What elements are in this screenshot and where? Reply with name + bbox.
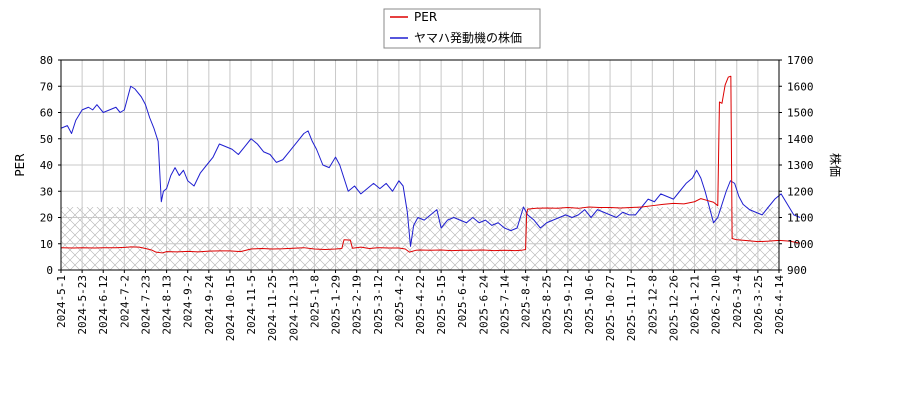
y-right-tick-label: 1100 <box>787 212 814 225</box>
x-tick-label: 2025-6-4 <box>456 275 469 328</box>
y-right-tick-label: 1500 <box>787 107 814 120</box>
x-tick-label: 2025-12-26 <box>667 275 680 341</box>
x-tick-label: 2026-2-10 <box>710 275 723 335</box>
y-left-tick-label: 50 <box>40 133 53 146</box>
x-tick-label: 2025-12-8 <box>646 275 659 335</box>
x-tick-label: 2025-11-17 <box>625 275 638 341</box>
x-tick-label: 2025-9-12 <box>562 275 575 335</box>
y-left-tick-label: 10 <box>40 238 53 251</box>
x-tick-label: 2025-7-14 <box>498 275 511 335</box>
x-tick-label: 2026-3-25 <box>752 275 765 335</box>
x-tick-label: 2024-10-15 <box>224 275 237 341</box>
x-tick-label: 2025-6-24 <box>477 275 490 335</box>
y-left-tick-label: 20 <box>40 212 53 225</box>
x-tick-label: 2025-1-29 <box>330 275 343 335</box>
price-series-line <box>60 85 801 247</box>
y-left-tick-label: 70 <box>40 80 53 93</box>
y-left-tick-label: 40 <box>40 159 53 172</box>
x-tick-label: 2025-8-4 <box>520 275 533 328</box>
x-tick-label: 2024-8-13 <box>161 275 174 335</box>
x-tick-label: 2025-5-15 <box>435 275 448 335</box>
legend-box <box>383 8 541 49</box>
x-tick-label: 2024-11-25 <box>266 275 279 341</box>
x-tick-layer: 2024-5-1 2024-5-23 2024-6-12 2024-7-2 2024-7… <box>55 270 786 341</box>
x-tick-label: 2024-7-2 <box>118 275 131 328</box>
y-left-axis-title: PER <box>13 153 27 176</box>
y-right-tick-label: 900 <box>787 264 807 277</box>
x-tick-label: 2025-3-12 <box>372 275 385 335</box>
y-right-axis-title: 株価 <box>828 153 843 177</box>
legend-label-price: ヤマハ発動機の株価 <box>414 30 522 45</box>
legend: PER ヤマハ発動機の株価 <box>383 8 541 49</box>
x-tick-label: 2025-4-22 <box>414 275 427 335</box>
x-tick-label: 2025-10-6 <box>583 275 596 335</box>
x-tick-label: 2024-12-13 <box>287 275 300 341</box>
x-tick-label: 2026-1-21 <box>689 275 702 335</box>
x-tick-label: 2024-5-23 <box>76 275 89 335</box>
x-tick-label: 2024-9-24 <box>203 275 216 335</box>
y-right-tick-label: 1300 <box>787 159 814 172</box>
x-tick-label: 2025-2-19 <box>351 275 364 335</box>
y-left-tick-layer: 0 10 20 30 40 50 60 70 80 <box>40 54 61 277</box>
x-tick-label: 2024-7-23 <box>139 275 152 335</box>
x-tick-label: 2024-9-2 <box>182 275 195 328</box>
per-series-line <box>60 75 801 254</box>
x-tick-label: 2025-10-27 <box>604 275 617 341</box>
y-left-tick-label: 80 <box>40 54 53 67</box>
x-tick-label: 2025-1-8 <box>308 275 321 328</box>
y-left-tick-label: 0 <box>46 264 53 277</box>
y-right-tick-label: 1600 <box>787 80 814 93</box>
x-tick-label: 2025-8-25 <box>541 275 554 335</box>
x-tick-label: 2026-4-14 <box>773 275 786 335</box>
y-right-tick-label: 1200 <box>787 185 814 198</box>
y-right-tick-label: 1700 <box>787 54 814 67</box>
y-right-tick-label: 1400 <box>787 133 814 146</box>
x-tick-label: 2025-4-2 <box>393 275 406 328</box>
x-tick-label: 2024-5-1 <box>55 275 68 328</box>
y-right-tick-layer: 900 1000 1100 1200 1300 1400 1500 1600 1700 <box>779 54 814 277</box>
x-tick-label: 2026-3-4 <box>731 275 744 328</box>
legend-label-per: PER <box>414 10 437 24</box>
y-left-tick-label: 30 <box>40 185 53 198</box>
y-right-tick-label: 1000 <box>787 238 814 251</box>
y-left-tick-label: 60 <box>40 107 53 120</box>
x-tick-label: 2024-11-5 <box>245 275 258 335</box>
series-layer <box>60 75 801 254</box>
x-tick-label: 2024-6-12 <box>97 275 110 335</box>
